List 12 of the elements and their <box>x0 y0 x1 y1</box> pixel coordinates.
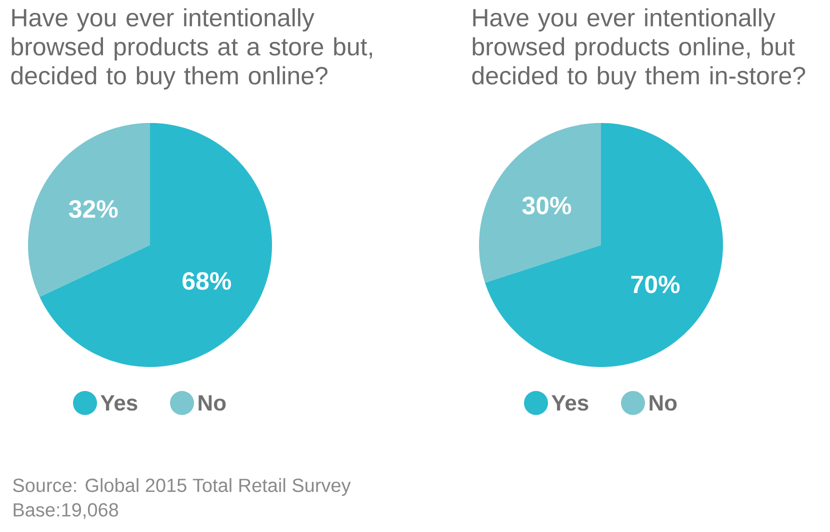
legend-label: Yes <box>552 395 588 411</box>
text: Base:19,068 <box>14 503 118 519</box>
legend-label: No <box>650 395 677 411</box>
chart-title: Have you ever intentionally browsed products at a store but, decided to buy them online? <box>11 8 372 90</box>
legend-label: Yes <box>100 395 138 411</box>
data-label: 30% <box>522 196 572 214</box>
data-label: 32% <box>68 200 118 218</box>
data-label: 70% <box>631 276 680 294</box>
legend-label: No <box>198 395 226 411</box>
chart-title: Have you ever intentionally browsed products online, but decided to buy them in-store? <box>472 8 806 90</box>
source-note: Source: Global 2015 Total Retail Survey <box>13 478 351 496</box>
data-label: 68% <box>182 272 232 290</box>
